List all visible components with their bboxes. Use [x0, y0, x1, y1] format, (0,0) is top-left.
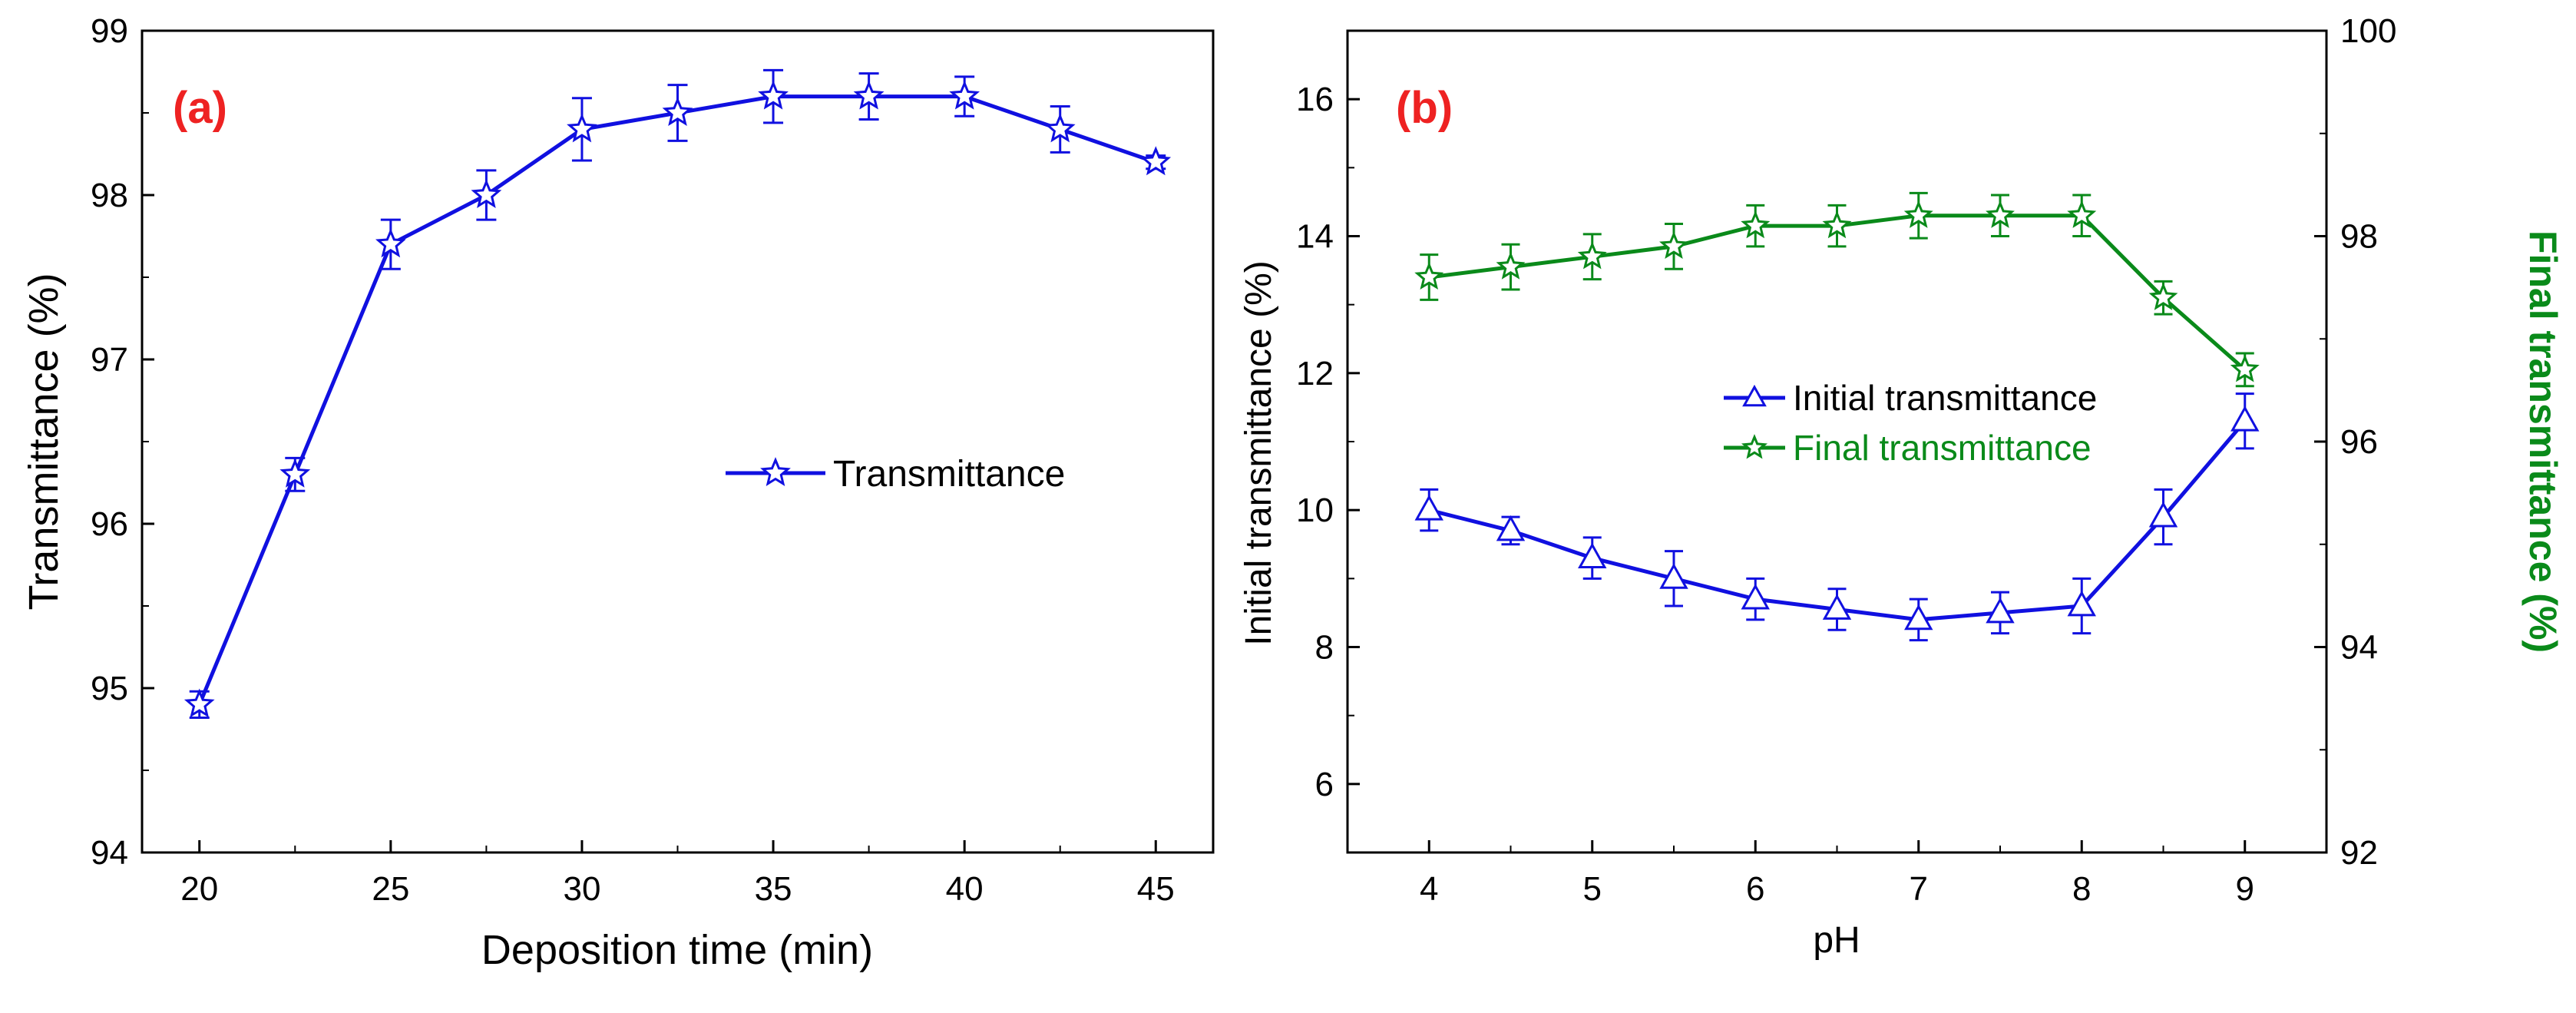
panel-b-legend: Initial transmittance Final transmittanc… — [1724, 378, 2097, 468]
panel-a-x-tick-label: 20 — [180, 870, 218, 908]
panel-b-x-tick-label: 4 — [1420, 870, 1438, 908]
panel-b-initial-data-point — [1414, 495, 1443, 521]
panel-b-final-data-point — [2148, 282, 2178, 310]
panel-a-x-tick-label: 45 — [1137, 870, 1175, 908]
panel-a-data-point — [567, 113, 597, 143]
panel-a-x-tick-label: 30 — [563, 870, 600, 908]
panel-b-right-y-tick-label: 94 — [2340, 629, 2378, 667]
panel-a-data-point — [279, 458, 311, 488]
panel-b-initial-data-point — [1496, 515, 1526, 541]
panel-a-y-tick-label: 99 — [91, 12, 128, 50]
panel-b-x-tick-label: 5 — [1583, 870, 1602, 908]
panel-a-y-tick-label: 96 — [91, 505, 128, 543]
panel-b-final-data-point — [1741, 210, 1771, 239]
panel-b-initial-data-point — [1741, 584, 1770, 610]
panel-a-data-point — [758, 80, 789, 110]
panel-b-left-y-tick-label: 10 — [1296, 492, 1334, 529]
panel-b-final-data-point — [2067, 200, 2097, 228]
panel-b-right-y-tick-label: 98 — [2340, 218, 2378, 256]
panel-b-x-tick-label: 6 — [1746, 870, 1764, 908]
panel-b-final-data-point — [1577, 241, 1607, 270]
panel-a-series — [184, 68, 1172, 720]
panel-a-data-point — [1044, 113, 1076, 143]
panel-a-data-point — [662, 97, 693, 126]
panel-b-left-y-tick-label: 8 — [1315, 629, 1334, 667]
panel-b-final-data-point — [1659, 230, 1688, 259]
panel-b-initial-data-point — [1904, 604, 1933, 631]
panel-b-left-y-tick-label: 12 — [1296, 355, 1334, 392]
panel-b-left-y-tick-label: 6 — [1315, 766, 1334, 803]
panel-a-plot-frame — [141, 29, 1215, 854]
panel-a-label: (a) — [173, 83, 227, 133]
panel-b-final-data-point — [1496, 251, 1526, 280]
panel-b-final-data-point — [1986, 200, 2015, 228]
panel-b-x-tick-label: 9 — [2236, 870, 2254, 908]
panel-b-right-y-tick-label: 100 — [2340, 12, 2396, 50]
panel-a-series-line — [197, 94, 1157, 706]
panel-b-final-data-point — [1414, 262, 1444, 290]
panel-a-y-tick-label: 97 — [91, 341, 128, 379]
panel-b-initial-data-point — [1659, 563, 1688, 589]
panel-b-initial-data-point — [2230, 406, 2260, 432]
panel-a-y-tick-label: 94 — [91, 834, 128, 872]
panel-b-final-data-point — [2230, 354, 2260, 382]
panel-b-initial-data-point — [1986, 597, 2015, 624]
panel-b-left-y-axis-label: Initial transmittance (%) — [1238, 260, 1279, 646]
panel-b-right-y-tick-label: 92 — [2340, 834, 2378, 872]
panel-b-final-data-point — [1903, 200, 1933, 228]
panel-a-x-tick-label: 35 — [755, 870, 792, 908]
panel-a-data-point — [949, 80, 980, 110]
panel-a-y-axis-label: Transmittance (%) — [21, 273, 67, 610]
panel-a-y-tick-label: 95 — [91, 670, 128, 707]
panel-b-x-axis-label: pH — [1813, 920, 1860, 961]
panel-a-chart: 20 25 30 35 40 45 94 95 96 97 98 99 (a) Deposition … — [21, 12, 1215, 973]
panel-b-initial-data-point — [1822, 594, 1852, 620]
panel-a-y-tick-label: 98 — [91, 177, 128, 214]
panel-b-legend-initial-label: Initial transmittance — [1793, 378, 2097, 418]
panel-a-data-point — [471, 179, 502, 208]
panel-b-initial-data-point — [1578, 542, 1607, 568]
panel-a-legend-star-marker — [760, 457, 791, 486]
panel-b-x-tick-label: 7 — [1910, 870, 1928, 908]
panel-b-initial-data-point — [2067, 590, 2096, 617]
panel-b-legend-triangle-marker — [1742, 384, 1767, 407]
panel-a-legend: Transmittance — [726, 454, 1065, 495]
panel-a-data-point — [375, 228, 406, 258]
panel-b-label: (b) — [1396, 83, 1453, 133]
panel-b-left-y-tick-label: 16 — [1296, 81, 1334, 118]
panel-b-legend-star-marker — [1741, 434, 1768, 459]
panel-a-x-tick-label: 40 — [946, 870, 984, 908]
panel-a-x-tick-label: 25 — [372, 870, 409, 908]
panel-a-data-point — [1140, 146, 1172, 176]
panel-a-data-point — [184, 688, 215, 718]
panel-b-x-tick-label: 8 — [2072, 870, 2091, 908]
panel-b-final-data-point — [1822, 210, 1852, 239]
panel-b-legend-final-label: Final transmittance — [1793, 428, 2092, 468]
panel-b-series — [1414, 191, 2260, 642]
panel-a-ticks: 20 25 30 35 40 45 94 95 96 97 98 99 — [91, 12, 1175, 908]
panel-a-legend-label: Transmittance — [833, 454, 1065, 495]
panel-a-data-point — [853, 80, 885, 110]
panel-b-right-y-tick-label: 96 — [2340, 423, 2378, 461]
panel-b-left-y-tick-label: 14 — [1296, 218, 1334, 256]
panel-b-right-y-axis-label: Final transmittance (%) — [2521, 230, 2564, 653]
panel-a-x-axis-label: Deposition time (min) — [481, 927, 873, 973]
panel-b-initial-data-point — [2148, 502, 2178, 528]
